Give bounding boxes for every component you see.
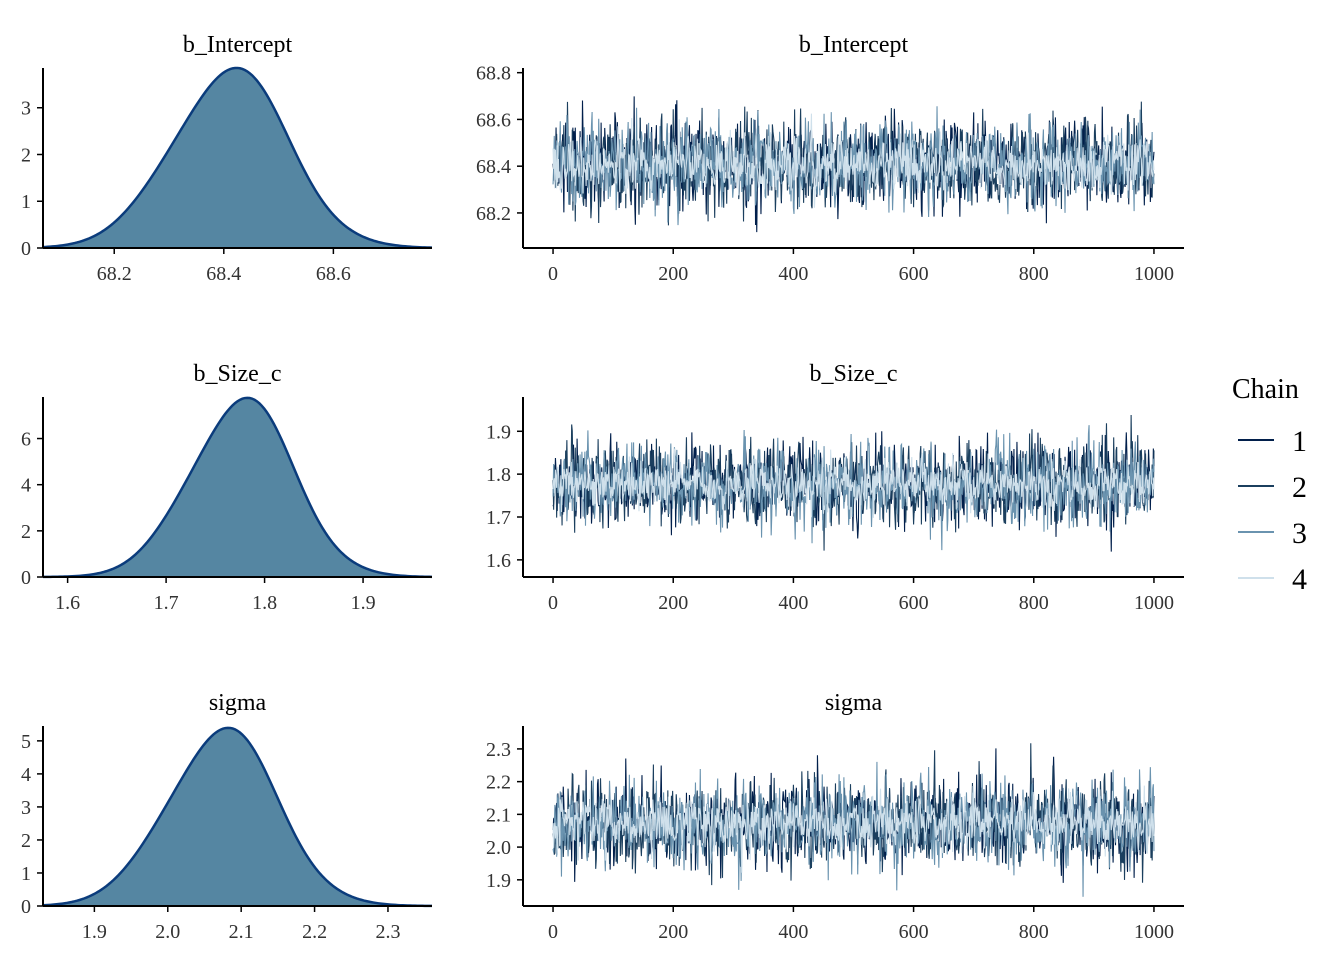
trace-panel-b_Intercept: b_Intercept 68.2 68.4 68.6 68.8 0 200 400 600 800… (476, 32, 1184, 285)
trace-y-tick-label: 1.9 (486, 870, 511, 892)
trace-panel-sigma: sigma 1.9 2.0 2.1 2.2 2.3 0 200 400 600 800 1000 (486, 690, 1184, 943)
legend-label-chain-2: 2 (1292, 471, 1307, 504)
density-y-tick-label: 5 (21, 731, 31, 753)
trace-y-tick-label: 2.3 (486, 739, 511, 761)
density-y-tick-label: 0 (21, 238, 31, 260)
density-y-tick-label: 1 (21, 191, 31, 213)
legend-title: Chain (1232, 374, 1299, 405)
trace-x-tick-label: 200 (658, 263, 688, 285)
density-y-tick-label: 2 (21, 144, 31, 166)
density-x-tick-label: 1.7 (154, 592, 179, 614)
density-curve-sigma (42, 726, 433, 908)
density-curve-b_Intercept (42, 66, 433, 249)
density-area-b_Intercept (43, 67, 432, 248)
trace-y-tick-label: 68.2 (476, 203, 511, 225)
panel-sigma: sigma 0 1 2 3 4 5 1.9 2.0 2.1 2.2 2.3 sigma 1.9 2.0 2.1… (21, 690, 1184, 943)
density-y-tick-label: 4 (21, 475, 31, 497)
trace-x-tick-label: 600 (899, 263, 929, 285)
trace-x-tick-label: 400 (778, 263, 808, 285)
trace-x-tick-label: 600 (899, 921, 929, 943)
density-title: sigma (209, 690, 267, 716)
trace-title: b_Intercept (799, 32, 909, 58)
trace-y-tick-label: 1.9 (486, 421, 511, 443)
density-x-tick-label: 1.9 (82, 921, 107, 943)
trace-y-tick-label: 2.0 (486, 837, 511, 859)
trace-y-tick-label: 68.6 (476, 109, 511, 131)
trace-x-tick-label: 1000 (1134, 921, 1174, 943)
trace-x-tick-label: 1000 (1134, 263, 1174, 285)
density-area-sigma (43, 727, 432, 906)
density-y-tick-label: 1 (21, 863, 31, 885)
density-x-tick-label: 2.0 (155, 921, 180, 943)
trace-x-tick-label: 200 (658, 921, 688, 943)
trace-title: sigma (825, 690, 883, 716)
trace-y-tick-label: 68.4 (476, 156, 511, 178)
trace-line-chain-4 (552, 113, 1155, 208)
trace-x-tick-label: 800 (1019, 263, 1049, 285)
density-x-tick-label: 2.1 (229, 921, 254, 943)
density-area-b_Size_c (43, 397, 432, 577)
legend-label-chain-3: 3 (1292, 517, 1307, 550)
density-y-tick-label: 3 (21, 797, 31, 819)
trace-x-tick-label: 1000 (1134, 592, 1174, 614)
density-x-tick-label: 68.2 (97, 263, 132, 285)
trace-y-tick-label: 68.8 (476, 63, 511, 85)
panel-b_Intercept: b_Intercept 0 1 2 3 68.2 68.4 68.6 b_Intercept 68… (21, 32, 1184, 285)
density-title: b_Intercept (183, 32, 293, 58)
trace-y-tick-label: 2.2 (486, 772, 511, 794)
density-y-tick-label: 0 (21, 896, 31, 918)
trace-y-tick-label: 1.6 (486, 550, 511, 572)
density-y-tick-label: 3 (21, 98, 31, 120)
density-title: b_Size_c (194, 361, 282, 387)
trace-title: b_Size_c (810, 361, 898, 387)
density-x-tick-label: 1.6 (55, 592, 80, 614)
trace-x-tick-label: 0 (548, 592, 558, 614)
density-x-tick-label: 1.9 (351, 592, 376, 614)
trace-x-tick-label: 400 (778, 592, 808, 614)
density-x-tick-label: 68.6 (316, 263, 351, 285)
density-panel-b_Size_c: b_Size_c 0 2 4 6 1.6 1.7 1.8 1.9 (21, 361, 433, 614)
trace-y-tick-label: 2.1 (486, 804, 511, 826)
legend-label-chain-4: 4 (1292, 563, 1307, 596)
panel-b_Size_c: b_Size_c 0 2 4 6 1.6 1.7 1.8 1.9 b_Size_c 1.6 1.7 1.… (21, 361, 1184, 614)
trace-line-chain-4 (552, 785, 1155, 873)
trace-panel-b_Size_c: b_Size_c 1.6 1.7 1.8 1.9 0 200 400 600 800 1000 (486, 361, 1184, 614)
trace-x-tick-label: 200 (658, 592, 688, 614)
density-y-tick-label: 6 (21, 429, 31, 451)
density-panel-b_Intercept: b_Intercept 0 1 2 3 68.2 68.4 68.6 (21, 32, 433, 285)
density-x-tick-label: 2.2 (302, 921, 327, 943)
density-x-tick-label: 1.8 (252, 592, 277, 614)
density-y-tick-label: 0 (21, 567, 31, 589)
trace-line-chain-4 (552, 448, 1155, 518)
trace-x-tick-label: 600 (899, 592, 929, 614)
density-x-tick-label: 68.4 (206, 263, 241, 285)
chain-legend: Chain 1 2 3 4 (1232, 374, 1307, 596)
density-curve-b_Size_c (42, 396, 433, 579)
trace-y-tick-label: 1.7 (486, 507, 511, 529)
trace-x-tick-label: 0 (548, 921, 558, 943)
density-x-tick-label: 2.3 (375, 921, 400, 943)
density-y-tick-label: 2 (21, 521, 31, 543)
trace-x-tick-label: 800 (1019, 592, 1049, 614)
trace-x-tick-label: 400 (778, 921, 808, 943)
trace-x-tick-label: 0 (548, 263, 558, 285)
trace-x-tick-label: 800 (1019, 921, 1049, 943)
trace-y-tick-label: 1.8 (486, 464, 511, 486)
density-panel-sigma: sigma 0 1 2 3 4 5 1.9 2.0 2.1 2.2 2.3 (21, 690, 433, 943)
density-y-tick-label: 2 (21, 830, 31, 852)
legend-label-chain-1: 1 (1292, 425, 1307, 458)
density-y-tick-label: 4 (21, 764, 31, 786)
